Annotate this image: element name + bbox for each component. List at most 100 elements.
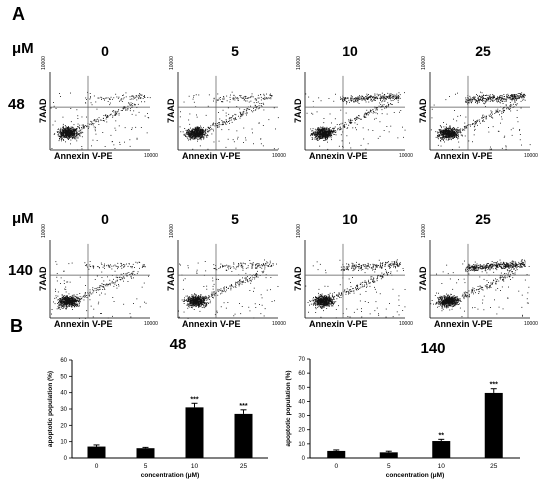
scatter-points: [305, 92, 406, 151]
scatter-points: [430, 91, 531, 150]
bar-chart-1-title: 48: [169, 336, 187, 353]
y-axis-label: 7AAD: [38, 266, 48, 291]
x-axis-label: Annexin V-PE: [309, 319, 368, 329]
x-tick-label: 5: [387, 463, 391, 470]
y-axis-label: 7AAD: [166, 266, 176, 291]
y-tick-label: 0: [64, 456, 68, 462]
x-axis-label: Annexin V-PE: [182, 151, 241, 161]
x-axis-max-tick: 10000: [524, 153, 538, 159]
y-axis-label: 7AAD: [38, 98, 48, 123]
unit-label-row2: μM: [12, 210, 34, 227]
time-label-140: 140: [8, 262, 34, 279]
scatter-points: [179, 91, 279, 150]
y-axis-max-tick: 10000: [169, 56, 175, 70]
flow-plot-r1-c1: 7AAD Annexin V-PE 10000 10000: [38, 56, 158, 161]
x-axis-max-tick: 10000: [399, 153, 413, 159]
time-label-48: 48: [8, 96, 25, 113]
y-tick-label: 20: [298, 428, 305, 434]
y-axis-max-tick: 10000: [169, 224, 175, 238]
x-axis-label: Annexin V-PE: [54, 151, 113, 161]
y-tick-label: 50: [60, 374, 67, 380]
x-axis-max-tick: 10000: [272, 321, 286, 327]
y-axis-label: 7AAD: [293, 266, 303, 291]
x-tick-label: 25: [490, 463, 498, 470]
x-axis-max-tick: 10000: [144, 153, 158, 159]
bar-5: [136, 448, 155, 458]
x-axis-label: Annexin V-PE: [54, 319, 113, 329]
y-axis-max-tick: 10000: [296, 56, 302, 70]
scatter-points: [178, 259, 279, 319]
y-axis-max-tick: 10000: [421, 224, 427, 238]
x-tick-label: 10: [191, 463, 199, 470]
conc-label-r1-25: 25: [475, 43, 491, 59]
flow-plot-r1-c2: 7AAD Annexin V-PE 10000 10000: [166, 56, 286, 161]
scatter-points: [50, 91, 151, 151]
flow-plot-r1-c3: 7AAD Annexin V-PE 10000 10000: [293, 56, 413, 161]
significance-10: **: [439, 432, 445, 439]
x-axis-label: Annexin V-PE: [182, 319, 241, 329]
significance-25: ***: [490, 382, 498, 389]
x-tick-label: 0: [334, 463, 338, 470]
bar-chart-2-title: 140: [420, 340, 446, 357]
y-tick-label: 70: [298, 357, 305, 363]
bar-10: [432, 441, 451, 458]
x-axis-label: Annexin V-PE: [309, 151, 368, 161]
conc-label-r2-25: 25: [475, 211, 491, 227]
flow-plot-r1-c4: 7AAD Annexin V-PE 10000 10000: [418, 56, 538, 161]
y-axis-max-tick: 10000: [41, 224, 47, 238]
y-tick-label: 0: [302, 456, 306, 462]
y-tick-label: 50: [298, 385, 305, 391]
significance-25: ***: [239, 403, 247, 410]
y-axis-max-tick: 10000: [41, 56, 47, 70]
x-tick-label: 5: [144, 463, 148, 470]
y-tick-label: 40: [60, 391, 67, 397]
flow-plot-r2-c1: 7AAD Annexin V-PE 10000 10000: [38, 224, 158, 329]
x-tick-label: 0: [95, 463, 99, 470]
y-tick-label: 30: [60, 407, 67, 413]
scatter-points: [305, 259, 406, 319]
y-tick-label: 30: [298, 414, 305, 420]
bar-0: [87, 446, 106, 458]
panel-a-letter: A: [12, 4, 25, 24]
scatter-points: [51, 261, 149, 319]
conc-label-r1-10: 10: [342, 43, 358, 59]
y-tick-label: 20: [60, 423, 67, 429]
x-tick-label: 10: [438, 463, 446, 470]
conc-label-r1-0: 0: [101, 43, 109, 59]
flow-plot-r2-c4: 7AAD Annexin V-PE 10000 10000: [418, 224, 538, 329]
bar-0: [327, 450, 346, 458]
bar-5: [379, 452, 398, 458]
y-axis-max-tick: 10000: [296, 224, 302, 238]
x-axis-label: Annexin V-PE: [434, 151, 493, 161]
y-tick-label: 60: [60, 358, 67, 364]
x-axis-label: concentration (μM): [141, 472, 200, 479]
unit-label-row1: μM: [12, 40, 34, 57]
scatter-points: [430, 259, 530, 318]
x-axis-label: concentration (μM): [386, 472, 445, 479]
y-axis-label: 7AAD: [418, 266, 428, 291]
y-axis-label: 7AAD: [418, 98, 428, 123]
conc-label-r2-10: 10: [342, 211, 358, 227]
conc-label-r2-5: 5: [231, 211, 239, 227]
y-tick-label: 60: [298, 371, 305, 377]
bar-25: [484, 392, 503, 458]
y-axis-label: 7AAD: [293, 98, 303, 123]
panel-b-letter: B: [10, 316, 23, 336]
x-axis-max-tick: 10000: [272, 153, 286, 159]
y-axis-label: apoptotic population (%): [47, 371, 54, 447]
x-axis-max-tick: 10000: [144, 321, 158, 327]
significance-10: ***: [190, 396, 198, 403]
x-axis-max-tick: 10000: [524, 321, 538, 327]
x-tick-label: 25: [240, 463, 248, 470]
y-axis-label: 7AAD: [166, 98, 176, 123]
flow-plot-r2-c3: 7AAD Annexin V-PE 10000 10000: [293, 224, 413, 329]
y-axis-max-tick: 10000: [421, 56, 427, 70]
x-axis-max-tick: 10000: [399, 321, 413, 327]
x-axis-label: Annexin V-PE: [434, 319, 493, 329]
bar-10: [185, 407, 204, 458]
conc-label-r2-0: 0: [101, 211, 109, 227]
y-tick-label: 40: [298, 399, 305, 405]
y-axis-label: apoptotic population (%): [285, 370, 292, 446]
conc-label-r1-5: 5: [231, 43, 239, 59]
